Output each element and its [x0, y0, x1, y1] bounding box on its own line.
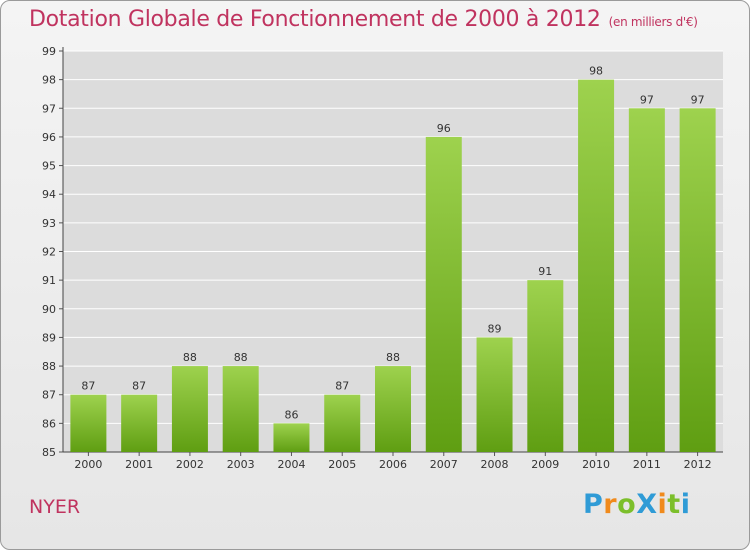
- x-tick-label: 2001: [125, 458, 153, 471]
- x-tick-label: 2011: [633, 458, 661, 471]
- bar-value-label: 88: [234, 351, 248, 364]
- logo-letter: r: [603, 489, 618, 520]
- logo-letter: X: [636, 489, 658, 520]
- bar: [70, 394, 107, 452]
- y-tick-label: 98: [42, 74, 56, 87]
- x-tick-label: 2004: [277, 458, 305, 471]
- x-tick-label: 2012: [684, 458, 712, 471]
- bar-value-label: 87: [335, 380, 349, 393]
- bar-value-label: 88: [386, 351, 400, 364]
- bar-value-label: 97: [640, 93, 654, 106]
- y-tick-label: 88: [42, 360, 56, 373]
- bar: [121, 394, 158, 452]
- y-tick-label: 95: [42, 160, 56, 173]
- bar: [628, 108, 665, 453]
- bar-value-label: 97: [691, 93, 705, 106]
- logo-letter: o: [617, 489, 637, 520]
- x-tick-label: 2008: [481, 458, 509, 471]
- y-tick-label: 99: [42, 45, 56, 58]
- bar-value-label: 89: [488, 322, 502, 335]
- chart-title: Dotation Globale de Fonctionnement de 20…: [29, 7, 698, 32]
- x-tick-label: 2002: [176, 458, 204, 471]
- proxiti-logo: ProXiti: [583, 489, 690, 520]
- x-tick-label: 2007: [430, 458, 458, 471]
- y-tick-label: 96: [42, 131, 56, 144]
- commune-name: NYER: [29, 496, 81, 518]
- x-tick-label: 2000: [74, 458, 102, 471]
- bar: [222, 366, 259, 452]
- bar-value-label: 91: [538, 265, 552, 278]
- logo-letter: i: [680, 489, 691, 520]
- bar-value-label: 87: [81, 380, 95, 393]
- bar-value-label: 96: [437, 122, 451, 135]
- y-tick-label: 87: [42, 389, 56, 402]
- bar-value-label: 88: [183, 351, 197, 364]
- bar: [324, 394, 361, 452]
- y-tick-label: 92: [42, 246, 56, 259]
- bar-value-label: 87: [132, 380, 146, 393]
- x-tick-label: 2003: [227, 458, 255, 471]
- bar-value-label: 98: [589, 65, 603, 78]
- y-tick-label: 97: [42, 102, 56, 115]
- x-tick-label: 2009: [531, 458, 559, 471]
- y-tick-label: 93: [42, 217, 56, 230]
- x-tick-label: 2006: [379, 458, 407, 471]
- logo-letter: P: [583, 489, 604, 520]
- bar: [578, 79, 615, 453]
- y-tick-label: 85: [42, 446, 56, 459]
- x-tick-label: 2010: [582, 458, 610, 471]
- x-tick-label: 2005: [328, 458, 356, 471]
- y-tick-label: 94: [42, 188, 56, 201]
- y-tick-label: 89: [42, 331, 56, 344]
- bar-value-label: 86: [284, 408, 298, 421]
- bar: [375, 366, 411, 452]
- bar: [425, 136, 462, 452]
- y-tick-label: 86: [42, 417, 56, 430]
- chart-subtitle: (en milliers d'€): [608, 15, 698, 29]
- bar: [171, 366, 208, 452]
- bar: [527, 280, 564, 452]
- bar: [476, 337, 513, 452]
- bar: [679, 108, 716, 453]
- bar: [273, 423, 310, 452]
- title-text: Dotation Globale de Fonctionnement de 20…: [29, 7, 601, 32]
- y-tick-label: 90: [42, 303, 56, 316]
- logo-letter: t: [667, 489, 681, 520]
- y-tick-label: 91: [42, 274, 56, 287]
- logo-letter: i: [657, 489, 668, 520]
